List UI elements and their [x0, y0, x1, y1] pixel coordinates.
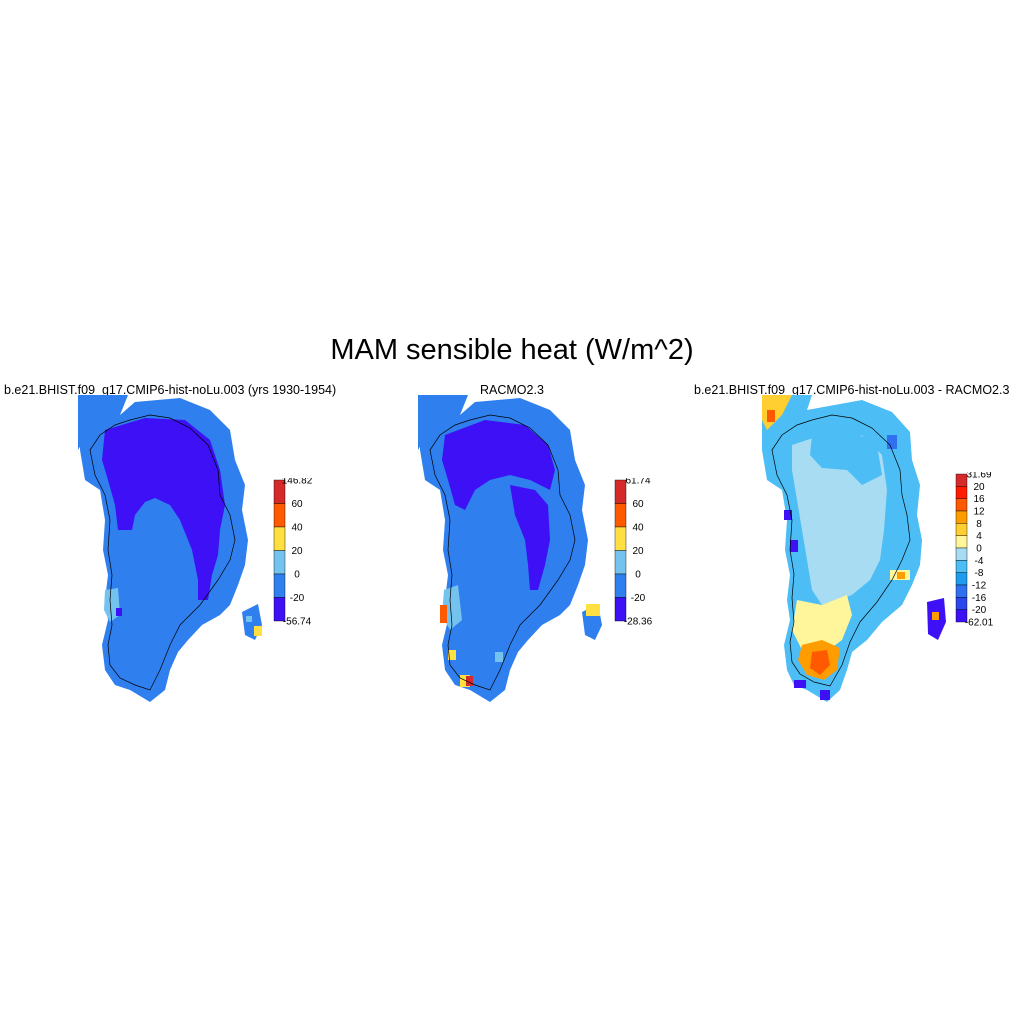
map-region-island-orange — [932, 612, 939, 620]
map-region-e-orange — [897, 572, 905, 579]
colorbar-obs: 61.74 60 40 20 0 -20 -28.36 — [611, 478, 671, 628]
colorbar-tick-label: 20 — [632, 546, 644, 557]
colorbar-tick-label: 0 — [976, 544, 982, 555]
colorbar-tick-label: -12 — [972, 581, 987, 592]
map-panel-diff — [752, 390, 952, 710]
greenland-map-diff — [762, 395, 946, 702]
map-region-ne-blue — [887, 435, 897, 449]
colorbar-tick-label: 8 — [976, 519, 982, 530]
colorbar-tick-label: -8 — [975, 568, 984, 579]
map-panel-obs — [410, 390, 650, 710]
map-region-s-light — [495, 652, 503, 662]
map-region-south-red — [810, 650, 830, 675]
colorbar-swatch — [273, 503, 286, 528]
colorbar-tick-label: 60 — [291, 499, 303, 510]
colorbar-swatch — [614, 550, 627, 575]
map-region-s-dark — [820, 690, 830, 700]
colorbar-swatch — [614, 573, 627, 598]
greenland-map-model — [78, 395, 262, 702]
map-region-island-yellow — [586, 604, 600, 616]
map-region-east-dark — [510, 485, 550, 590]
map-region-nw — [78, 395, 125, 450]
map-region-interior — [442, 420, 555, 510]
colorbar-obs-svg: 61.74 60 40 20 0 -20 -28.36 — [614, 478, 653, 628]
colorbar-swatch — [614, 597, 627, 622]
colorbar-tick-label: 146.82 — [282, 478, 313, 487]
map-region-south-yellow — [792, 595, 852, 655]
colorbar-tick-label: -4 — [975, 556, 984, 567]
map-region-nw — [418, 395, 465, 450]
map-region-w-dark2 — [790, 540, 798, 552]
map-region-sw-pixel — [116, 608, 122, 616]
colorbar-swatch — [273, 597, 286, 622]
coastline — [429, 414, 576, 691]
colorbar-swatch — [955, 560, 968, 573]
map-region-s-yellow — [460, 675, 470, 687]
colorbar-tick-label: -56.74 — [283, 617, 312, 628]
colorbar-tick-label: 4 — [976, 531, 982, 542]
colorbar-tick-label: 60 — [632, 499, 644, 510]
colorbar-swatch — [273, 550, 286, 575]
colorbar-tick-label: 0 — [635, 570, 641, 581]
colorbar-tick-label: -16 — [972, 593, 987, 604]
map-region-w-dark — [784, 510, 792, 520]
colorbar-tick-label: 20 — [973, 482, 985, 493]
colorbar-tick-label: -62.01 — [965, 618, 994, 629]
colorbar-swatch — [955, 523, 968, 536]
panel-title-model: b.e21.BHIST.f09_g17.CMIP6-hist-noLu.003 … — [4, 383, 337, 397]
colorbar-tick-label: 40 — [632, 523, 644, 534]
map-region-sw-dark — [794, 680, 806, 688]
colorbar-swatch — [273, 573, 286, 598]
colorbar-tick-label: -20 — [972, 605, 987, 616]
colorbar-tick-label: 12 — [973, 507, 985, 518]
colorbar-model-svg: 146.82 60 40 20 0 -20 -56.74 — [273, 478, 313, 628]
panel-title-obs: RACMO2.3 — [480, 383, 544, 397]
map-region-interior — [102, 418, 225, 600]
colorbar-swatch — [614, 526, 627, 551]
colorbar-swatch — [955, 597, 968, 610]
colorbar-tick-label: -20 — [290, 593, 305, 604]
map-region-sw-orange — [440, 605, 447, 623]
colorbar-tick-label: 40 — [291, 523, 303, 534]
colorbar-tick-label: 20 — [291, 546, 303, 557]
colorbar-swatch — [614, 503, 627, 528]
map-region-island-yellow — [254, 626, 262, 636]
map-region-nw-red — [767, 410, 775, 422]
map-region-north-mid — [810, 430, 882, 485]
colorbar-tick-label: 0 — [294, 570, 300, 581]
colorbar-swatch — [955, 473, 968, 487]
figure-title: MAM sensible heat (W/m^2) — [330, 334, 694, 366]
panel-title-diff: b.e21.BHIST.f09_g17.CMIP6-hist-noLu.003 … — [694, 383, 1010, 397]
colorbar-swatch — [614, 479, 627, 504]
colorbar-swatch — [955, 535, 968, 549]
colorbar-model: 146.82 60 40 20 0 -20 -56.74 — [270, 478, 330, 628]
coastline — [771, 414, 911, 687]
colorbar-swatch — [273, 526, 286, 551]
colorbar-tick-label: 31.69 — [966, 472, 991, 481]
map-region-s-red — [466, 676, 473, 686]
colorbar-tick-label: -20 — [631, 593, 646, 604]
colorbar-swatch — [955, 609, 968, 623]
colorbar-tick-label: 61.74 — [625, 478, 650, 487]
greenland-map-obs — [418, 395, 602, 702]
map-region-sw-yellow — [448, 650, 456, 660]
colorbar-tick-label: -28.36 — [624, 617, 653, 628]
colorbar-swatch — [955, 584, 968, 598]
colorbar-swatch — [955, 547, 968, 561]
map-panel-model — [70, 390, 310, 710]
coastline — [89, 414, 236, 691]
colorbar-swatch — [955, 572, 968, 586]
colorbar-diff: 31.69 20 16 12 8 4 0 -4 -8 -12 -16 -20 -62.01 — [952, 472, 1012, 632]
colorbar-tick-label: 16 — [973, 494, 985, 505]
colorbar-swatch — [955, 498, 968, 512]
map-region-island-light — [246, 616, 252, 622]
colorbar-swatch — [955, 510, 968, 524]
colorbar-swatch — [955, 486, 968, 499]
